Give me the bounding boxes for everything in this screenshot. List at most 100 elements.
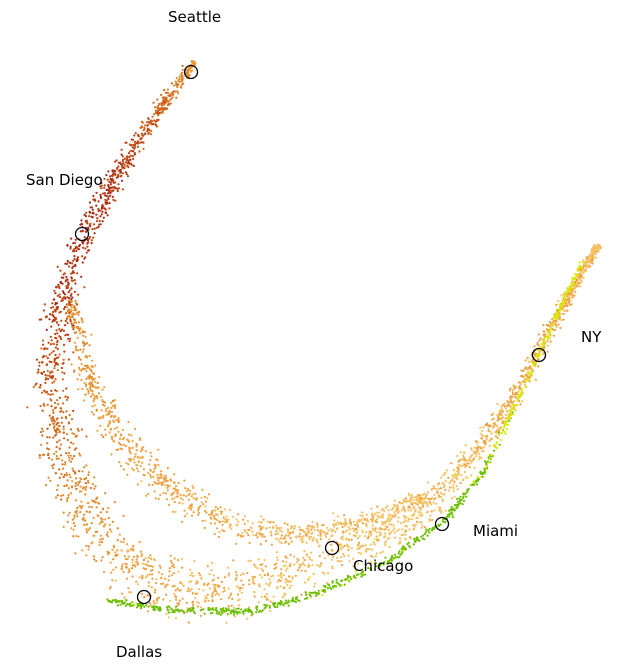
scatter-point: [365, 513, 368, 516]
scatter-point: [314, 591, 317, 595]
scatter-point: [328, 538, 331, 541]
scatter-point: [416, 503, 420, 507]
scatter-point: [100, 416, 104, 419]
scatter-point: [452, 507, 455, 511]
scatter-point: [319, 529, 322, 532]
scatter-point: [132, 469, 135, 472]
scatter-point: [204, 519, 207, 522]
scatter-point: [562, 312, 565, 316]
scatter-point: [148, 463, 151, 466]
scatter-point: [469, 459, 472, 462]
scatter-point: [559, 326, 562, 330]
scatter-point: [73, 318, 76, 321]
scatter-point: [223, 576, 226, 579]
scatter-point: [570, 290, 574, 293]
scatter-point: [174, 487, 177, 490]
scatter-point: [278, 540, 281, 544]
scatter-point: [434, 496, 437, 500]
scatter-point: [87, 249, 90, 252]
scatter-point: [363, 517, 366, 521]
scatter-point: [92, 236, 95, 239]
scatter-point: [574, 290, 577, 293]
scatter-point: [312, 536, 315, 539]
scatter-point: [501, 416, 504, 419]
scatter-point: [356, 524, 359, 527]
scatter-point: [428, 517, 431, 521]
scatter-point: [116, 527, 119, 530]
scatter-point: [288, 564, 291, 567]
scatter-point: [234, 610, 237, 613]
scatter-point: [208, 587, 212, 590]
scatter-point: [100, 409, 103, 412]
scatter-point: [308, 524, 311, 528]
scatter-point: [57, 356, 60, 359]
scatter-point: [496, 402, 499, 406]
scatter-point: [404, 533, 407, 536]
scatter-point: [479, 432, 482, 435]
scatter-point: [590, 260, 594, 263]
scatter-point: [74, 264, 77, 267]
scatter-point: [124, 161, 127, 164]
scatter-point: [190, 495, 193, 498]
scatter-point: [110, 401, 113, 404]
scatter-point: [343, 583, 346, 586]
scatter-point: [322, 571, 325, 574]
scatter-point: [72, 306, 75, 309]
scatter-point: [112, 440, 116, 443]
scatter-point: [142, 446, 145, 449]
scatter-point: [83, 513, 86, 516]
scatter-point: [381, 550, 384, 553]
scatter-point: [67, 291, 70, 294]
scatter-point: [128, 449, 131, 452]
scatter-point: [73, 257, 76, 261]
scatter-point: [302, 562, 305, 565]
scatter-point: [113, 427, 116, 430]
scatter-point: [114, 160, 117, 163]
scatter-point: [327, 572, 330, 575]
scatter-point: [256, 608, 259, 611]
scatter-point: [535, 354, 539, 357]
scatter-point: [449, 486, 452, 489]
scatter-point: [50, 351, 53, 354]
scatter-point: [223, 508, 226, 511]
scatter-point: [202, 589, 205, 592]
scatter-point: [316, 541, 319, 544]
scatter-point: [597, 250, 600, 253]
scatter-point: [210, 512, 213, 515]
scatter-point: [60, 494, 63, 497]
scatter-point: [70, 299, 73, 303]
scatter-point: [253, 595, 256, 598]
scatter-point: [401, 551, 404, 554]
scatter-point: [66, 296, 69, 299]
scatter-point: [75, 321, 78, 324]
scatter-point: [213, 586, 216, 589]
scatter-point: [155, 605, 158, 609]
scatter-point: [483, 470, 486, 473]
scatter-point: [440, 511, 443, 514]
scatter-point: [473, 483, 476, 486]
scatter-point: [199, 574, 202, 577]
scatter-point: [85, 523, 89, 526]
scatter-point: [151, 565, 154, 568]
scatter-point: [578, 264, 581, 267]
scatter-point: [517, 390, 520, 393]
scatter-point: [244, 608, 247, 611]
scatter-point: [150, 123, 154, 126]
scatter-point: [70, 363, 73, 366]
scatter-point: [159, 473, 162, 476]
scatter-point: [297, 599, 300, 602]
scatter-point: [574, 277, 577, 280]
scatter-point: [66, 479, 69, 482]
scatter-point: [520, 369, 523, 372]
scatter-point: [566, 309, 569, 312]
scatter-point: [582, 270, 586, 273]
scatter-point: [76, 378, 79, 381]
scatter-point: [536, 343, 539, 346]
scatter-point: [216, 514, 219, 517]
scatter-point: [339, 522, 342, 525]
scatter-point: [235, 607, 238, 610]
scatter-point: [479, 446, 482, 449]
scatter-point: [578, 261, 581, 264]
scatter-point: [83, 213, 86, 216]
scatter-point: [104, 198, 107, 201]
